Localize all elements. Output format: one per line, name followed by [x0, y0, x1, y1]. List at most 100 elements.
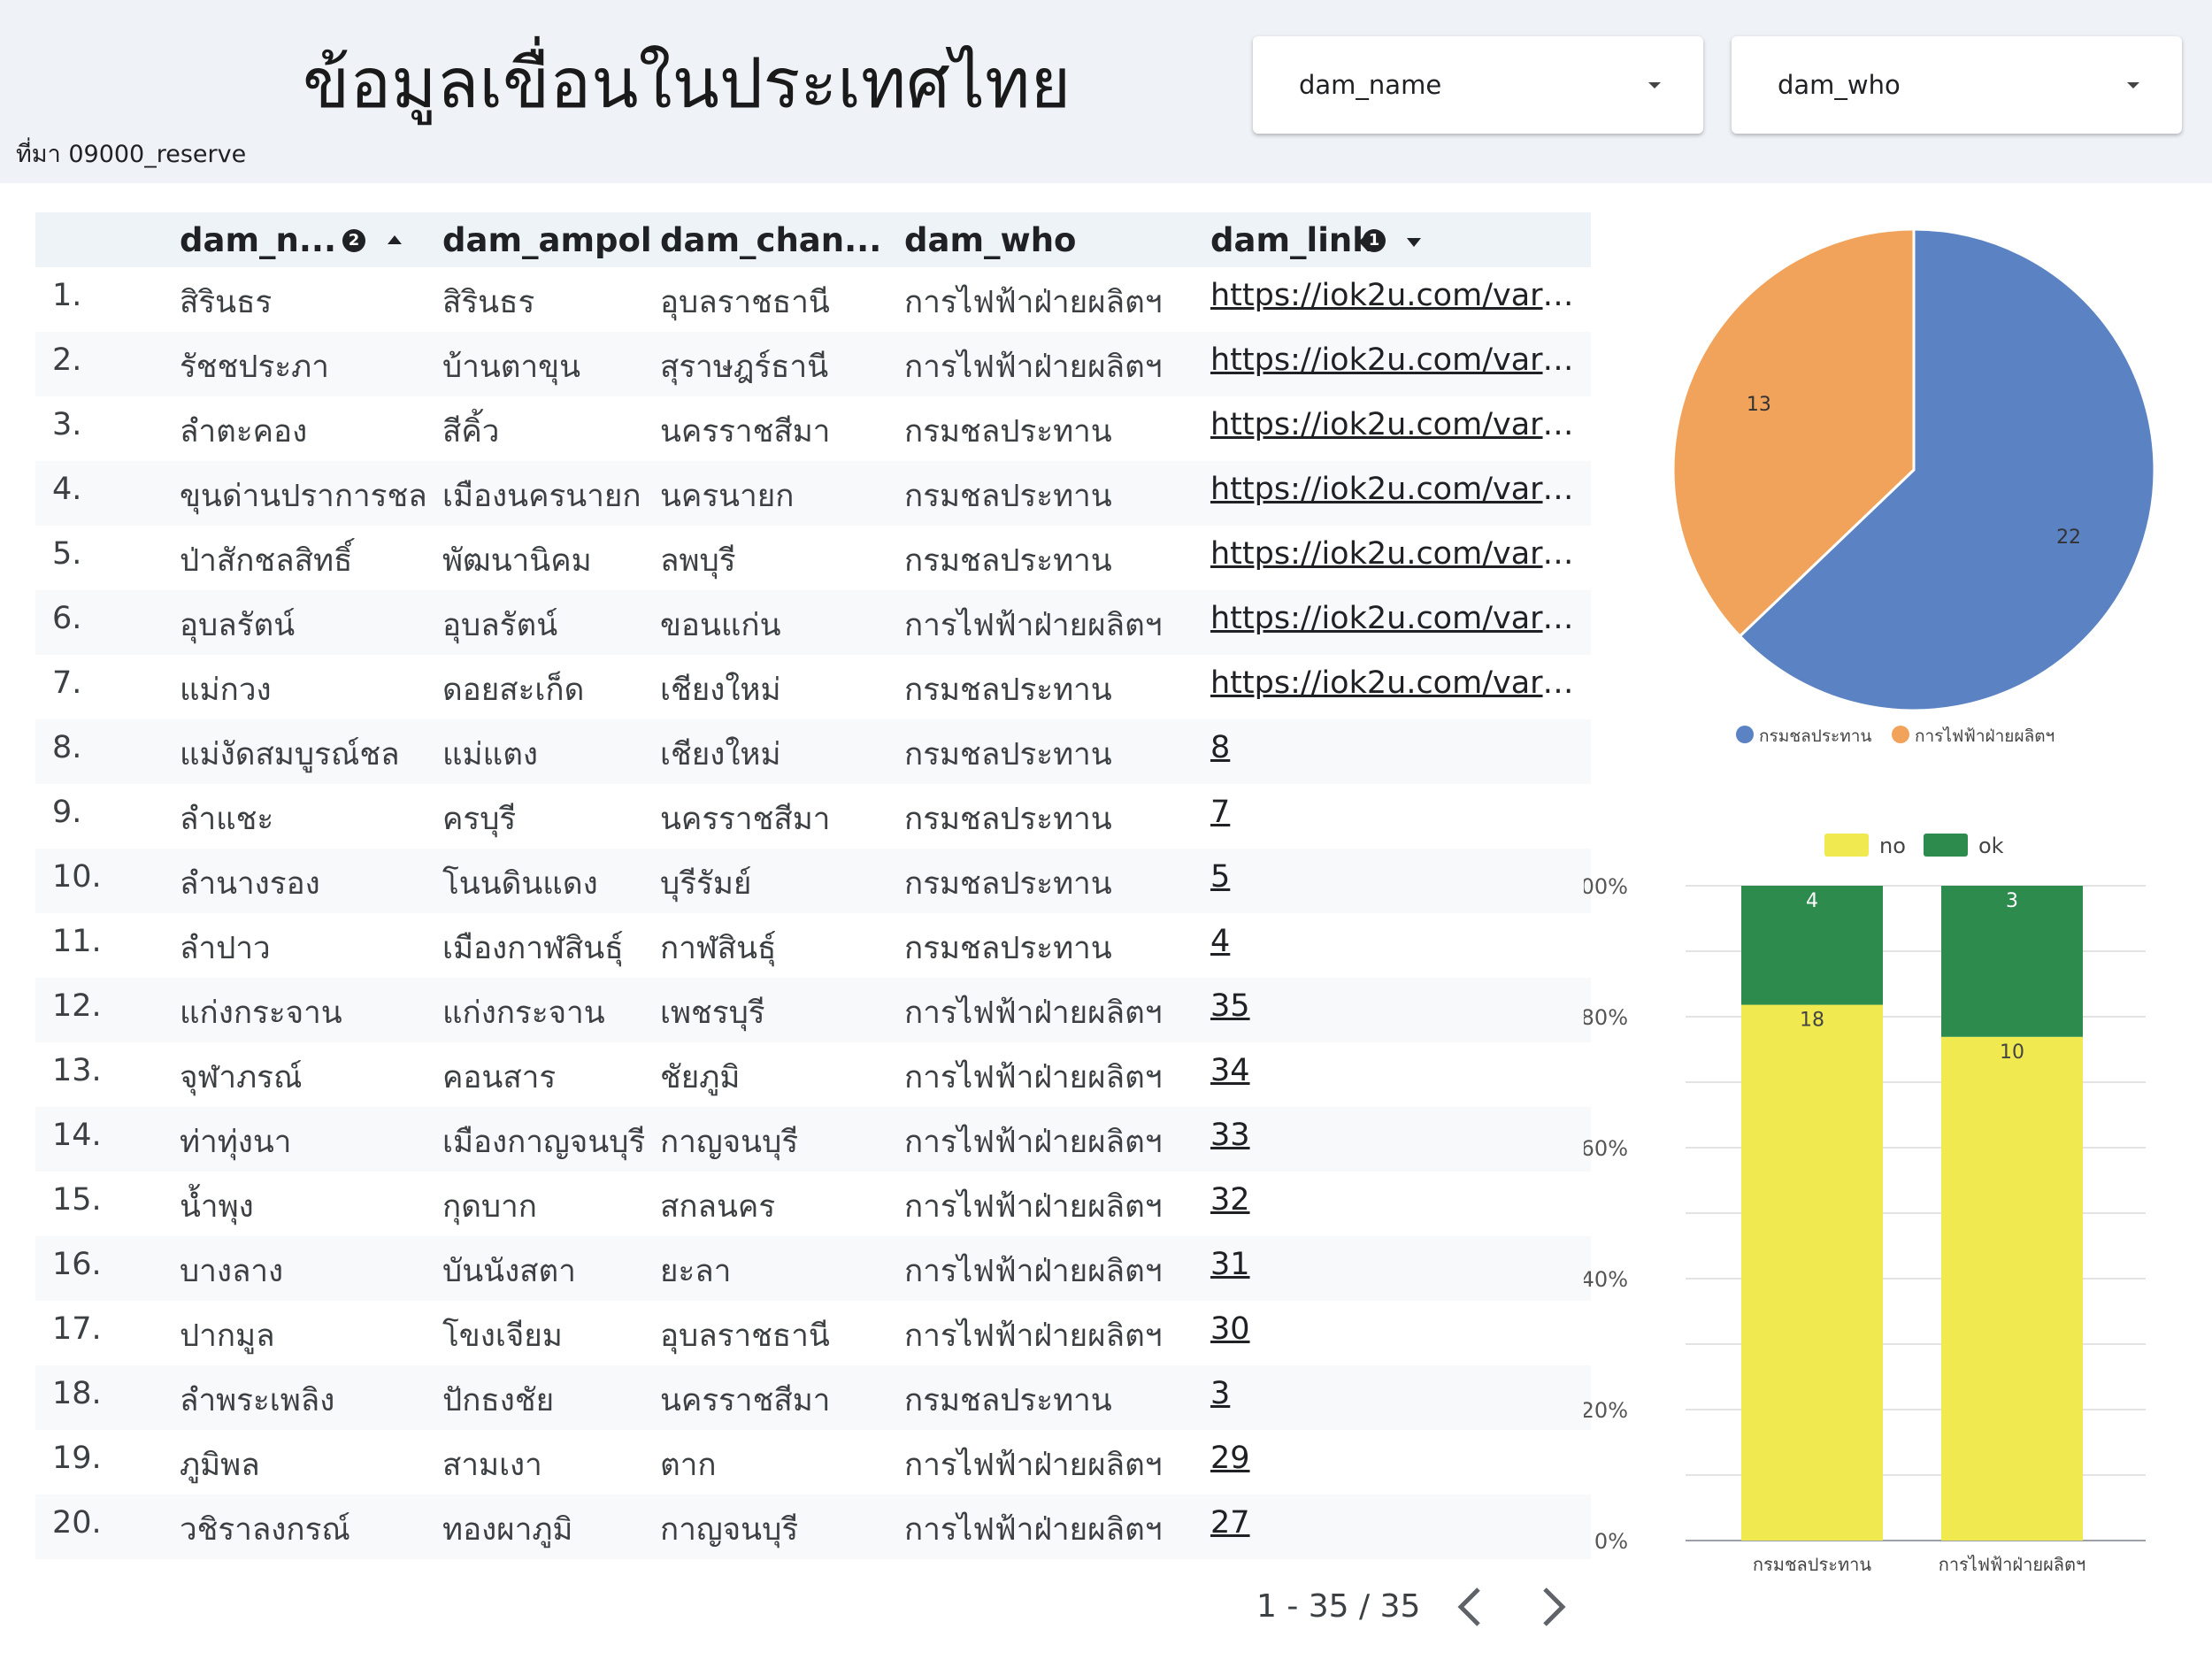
bar-value-label: 4: [1806, 890, 1818, 912]
dam-changwat-cell: ชัยภูมิ: [660, 1060, 741, 1095]
table-row[interactable]: 1. สิรินธร สิรินธร อุบลราชธานี การไฟฟ้าฝ่ายผ…: [35, 267, 1591, 332]
sort-descending-icon[interactable]: [1407, 238, 1421, 247]
dam-link-cell[interactable]: 34: [1210, 1053, 1250, 1088]
dam-ampol-cell: เมืองนครนายก: [442, 479, 641, 514]
dam-name-cell: อุบลรัตน์: [180, 608, 296, 643]
column-header-dam-changwat[interactable]: dam_chan...: [660, 221, 882, 259]
dam-link-cell[interactable]: 7: [1210, 795, 1231, 830]
row-index: 1.: [52, 278, 82, 313]
dam-name-cell: บางลาง: [180, 1254, 284, 1289]
table-row[interactable]: 19. ภูมิพล สามเงา ตาก การไฟฟ้าฝ่ายผลิตฯ 29: [35, 1430, 1591, 1495]
dam-who-cell: กรมชลประทาน: [904, 414, 1112, 450]
y-tick-label: 40%: [1584, 1267, 1628, 1292]
table-row[interactable]: 3. ลำตะคอง สีคิ้ว นครราชสีมา กรมชลประทาน http…: [35, 396, 1591, 461]
dam-who-cell: กรมชลประทาน: [904, 543, 1112, 579]
dam-name-filter[interactable]: dam_name: [1253, 36, 1703, 134]
dam-ampol-cell: โขงเจียม: [442, 1318, 563, 1354]
dam-link-cell[interactable]: https://iok2u.com/varie...: [1210, 665, 1575, 701]
column-header-dam-link[interactable]: dam_link: [1210, 221, 1374, 259]
dam-link-cell[interactable]: https://iok2u.com/varie...: [1210, 472, 1575, 507]
dam-link-cell[interactable]: https://iok2u.com/varie...: [1210, 407, 1575, 442]
dam-link-cell[interactable]: https://iok2u.com/varie...: [1210, 536, 1575, 572]
table-row[interactable]: 13. จุฬาภรณ์ คอนสาร ชัยภูมิ การไฟฟ้าฝ่ายผลิต…: [35, 1042, 1591, 1107]
row-index: 6.: [52, 601, 82, 636]
table-row[interactable]: 18. ลำพระเพลิง ปักธงชัย นครราชสีมา กรมชลประท…: [35, 1365, 1591, 1430]
table-row[interactable]: 12. แก่งกระจาน แก่งกระจาน เพชรบุรี การไฟฟ้าฝ…: [35, 978, 1591, 1042]
dam-link-cell[interactable]: 35: [1210, 988, 1250, 1024]
filter-label: dam_name: [1299, 70, 1442, 100]
dam-who-cell: การไฟฟ้าฝ่ายผลิตฯ: [904, 1060, 1163, 1095]
dam-link-cell[interactable]: 27: [1210, 1505, 1250, 1541]
dam-who-cell: กรมชลประทาน: [904, 737, 1112, 772]
table-row[interactable]: 11. ลำปาว เมืองกาฬสินธุ์ กาฬสินธุ์ กรมชลประท…: [35, 913, 1591, 978]
dam-changwat-cell: เชียงใหม่: [660, 672, 781, 708]
dam-name-cell: ท่าทุ่งนา: [180, 1125, 292, 1160]
dam-ampol-cell: ทองผาภูมิ: [442, 1512, 573, 1548]
dam-link-cell[interactable]: https://iok2u.com/varie...: [1210, 278, 1575, 313]
dam-link-cell[interactable]: 33: [1210, 1118, 1250, 1153]
table-row[interactable]: 16. บางลาง บันนังสตา ยะลา การไฟฟ้าฝ่ายผลิตฯ 3…: [35, 1236, 1591, 1301]
bar-segment: [1741, 1004, 1883, 1541]
table-row[interactable]: 14. ท่าทุ่งนา เมืองกาญจนบุรี กาญจนบุรี การไฟ…: [35, 1107, 1591, 1172]
table-body: 1. สิรินธร สิรินธร อุบลราชธานี การไฟฟ้าฝ่ายผ…: [35, 267, 1591, 1559]
column-header-dam-who[interactable]: dam_who: [904, 221, 1077, 259]
dam-name-cell: ขุนด่านปราการชล: [180, 479, 427, 514]
table-row[interactable]: 5. ป่าสักชลสิทธิ์ พัฒนานิคม ลพบุรี กรมชลประท…: [35, 526, 1591, 590]
row-index: 2.: [52, 342, 82, 378]
prev-page-button[interactable]: [1448, 1582, 1493, 1632]
table-row[interactable]: 4. ขุนด่านปราการชล เมืองนครนายก นครนายก กรมช…: [35, 461, 1591, 526]
sort-ascending-icon[interactable]: [388, 235, 402, 244]
table-row[interactable]: 10. ลำนางรอง โนนดินแดง บุรีรัมย์ กรมชลประทาน…: [35, 849, 1591, 913]
column-header-dam-name[interactable]: dam_n...: [180, 221, 337, 259]
row-index: 16.: [52, 1247, 102, 1282]
dam-ampol-cell: เมืองกาฬสินธุ์: [442, 931, 624, 966]
dam-changwat-cell: นครราชสีมา: [660, 1383, 831, 1418]
dam-ampol-cell: บ้านตาขุน: [442, 350, 581, 385]
bar-value-label: 10: [2000, 1041, 2024, 1064]
row-index: 17.: [52, 1311, 102, 1347]
dam-link-cell[interactable]: 5: [1210, 859, 1231, 895]
page-title: ข้อมูลเขื่อนในประเทศไทย: [303, 44, 1071, 124]
table-header: dam_n... 2 dam_ampol dam_chan... dam_who…: [35, 212, 1591, 267]
row-index: 18.: [52, 1376, 102, 1411]
dam-name-cell: ลำปาว: [180, 931, 271, 966]
table-row[interactable]: 6. อุบลรัตน์ อุบลรัตน์ ขอนแก่น การไฟฟ้าฝ่ายผ…: [35, 590, 1591, 655]
pie-slice-label: 22: [2056, 526, 2081, 549]
dam-link-cell[interactable]: https://iok2u.com/varie...: [1210, 601, 1575, 636]
dam-link-cell[interactable]: 3: [1210, 1376, 1231, 1411]
dam-changwat-cell: เชียงใหม่: [660, 737, 781, 772]
dam-link-cell[interactable]: https://iok2u.com/varie...: [1210, 342, 1575, 378]
dam-link-cell[interactable]: 30: [1210, 1311, 1250, 1347]
y-tick-label: 100%: [1584, 874, 1628, 899]
dam-link-cell[interactable]: 31: [1210, 1247, 1250, 1282]
chevron-right-icon: [1543, 1587, 1566, 1626]
dam-link-cell[interactable]: 8: [1210, 730, 1231, 765]
dam-who-filter[interactable]: dam_who: [1732, 36, 2182, 134]
row-index: 8.: [52, 730, 82, 765]
legend-swatch: [1824, 834, 1869, 857]
dam-changwat-cell: สกลนคร: [660, 1189, 776, 1225]
table-row[interactable]: 17. ปากมูล โขงเจียม อุบลราชธานี การไฟฟ้าฝ่าย…: [35, 1301, 1591, 1365]
table-row[interactable]: 7. แม่กวง ดอยสะเก็ด เชียงใหม่ กรมชลประทาน htt…: [35, 655, 1591, 719]
dam-link-cell[interactable]: 32: [1210, 1182, 1250, 1218]
table-row[interactable]: 2. รัชชประภา บ้านตาขุน สุราษฎร์ธานี การไฟฟ้า…: [35, 332, 1591, 396]
y-tick-label: 20%: [1584, 1398, 1628, 1423]
dam-link-cell[interactable]: 29: [1210, 1441, 1250, 1476]
table-row[interactable]: 9. ลำแชะ ครบุรี นครราชสีมา กรมชลประทาน 7: [35, 784, 1591, 849]
dam-who-cell: กรมชลประทาน: [904, 866, 1112, 902]
bar-segment: [1741, 886, 1883, 1005]
dam-name-cell: ภูมิพล: [180, 1448, 260, 1483]
row-index: 3.: [52, 407, 82, 442]
table-row[interactable]: 20. วชิราลงกรณ์ ทองผาภูมิ กาญจนบุรี การไฟฟ้า…: [35, 1495, 1591, 1559]
column-header-dam-ampol[interactable]: dam_ampol: [442, 221, 652, 259]
row-index: 15.: [52, 1182, 102, 1218]
table-row[interactable]: 15. น้ำพุง กุดบาก สกลนคร การไฟฟ้าฝ่ายผลิตฯ 32: [35, 1172, 1591, 1236]
dam-who-cell: การไฟฟ้าฝ่ายผลิตฯ: [904, 1125, 1163, 1160]
next-page-button[interactable]: [1531, 1582, 1575, 1632]
table-row[interactable]: 8. แม่งัดสมบูรณ์ชล แม่แตง เชียงใหม่ กรมชลประ…: [35, 719, 1591, 784]
dam-ampol-cell: แก่งกระจาน: [442, 995, 605, 1031]
dam-changwat-cell: อุบลราชธานี: [660, 1318, 830, 1354]
dam-who-cell: การไฟฟ้าฝ่ายผลิตฯ: [904, 608, 1163, 643]
row-index: 14.: [52, 1118, 102, 1153]
dam-link-cell[interactable]: 4: [1210, 924, 1231, 959]
